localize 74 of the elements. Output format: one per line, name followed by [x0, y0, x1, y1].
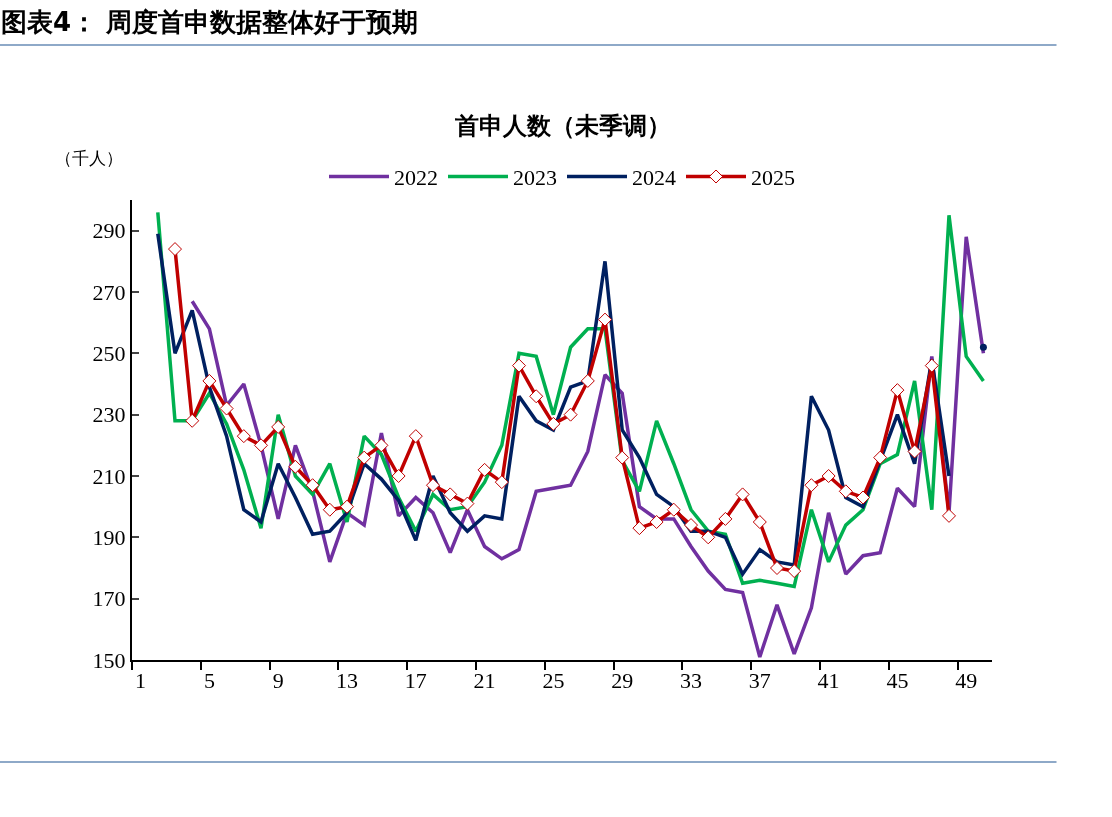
point	[942, 508, 956, 523]
x-tick-label: 25	[542, 668, 565, 694]
legend-label: 2022	[394, 165, 438, 191]
point	[477, 462, 492, 477]
y-tick-label: 250	[92, 341, 126, 367]
point	[529, 389, 544, 404]
point	[494, 475, 509, 490]
point	[701, 530, 716, 545]
x-tick-label: 37	[748, 668, 771, 694]
point	[907, 444, 922, 459]
chart-subtitle: 首申人数（未季调）	[454, 113, 671, 139]
point	[271, 419, 286, 434]
point	[735, 487, 750, 502]
point	[666, 502, 681, 517]
y-tick-label: 270	[92, 279, 126, 305]
point	[202, 373, 217, 388]
x-tick-label: 17	[404, 668, 427, 694]
x-tick-label: 21	[473, 668, 496, 694]
point	[718, 511, 733, 526]
point	[649, 515, 664, 529]
x-tick-label: 45	[886, 668, 909, 694]
point	[254, 438, 268, 453]
point	[684, 518, 698, 533]
point	[838, 484, 853, 499]
legend-label: 2023	[513, 165, 557, 191]
y-tick-label: 230	[92, 402, 126, 428]
point	[512, 358, 526, 373]
x-tick-label: 1	[135, 668, 147, 694]
y-tick-label: 290	[92, 218, 126, 244]
point	[873, 450, 888, 465]
y-axis-title: （千人）	[55, 149, 123, 168]
point	[580, 373, 595, 388]
point	[443, 487, 458, 502]
y-tick-label: 190	[92, 525, 126, 551]
point	[804, 478, 819, 493]
legend-label: 2025	[751, 165, 795, 191]
point	[391, 469, 406, 483]
point	[787, 564, 802, 579]
x-tick-label: 9	[272, 668, 284, 694]
point	[632, 521, 647, 536]
point	[288, 459, 303, 474]
point	[890, 383, 905, 398]
point	[185, 413, 200, 428]
y-tick-label: 150	[92, 647, 126, 673]
point	[374, 438, 389, 453]
point	[426, 478, 440, 493]
point	[563, 407, 578, 422]
point	[770, 561, 784, 575]
y-tick-label: 170	[92, 586, 126, 612]
x-tick-label: 49	[955, 668, 978, 694]
point	[598, 312, 612, 327]
x-tick-label: 41	[817, 668, 840, 694]
x-tick-label: 5	[203, 668, 215, 694]
point	[357, 450, 372, 465]
x-tick-label: 33	[680, 668, 702, 694]
point	[236, 429, 251, 444]
point	[546, 416, 561, 431]
point	[821, 469, 836, 483]
point	[408, 429, 423, 444]
point	[615, 450, 630, 465]
chart-title: 图表4： 周度首申数据整体好于预期	[1, 7, 419, 37]
point	[219, 401, 234, 416]
point	[752, 515, 767, 529]
point	[856, 490, 870, 505]
y-tick-label: 210	[92, 463, 126, 489]
point	[340, 499, 354, 514]
point	[305, 478, 320, 493]
point	[460, 496, 475, 511]
point	[322, 502, 337, 517]
x-tick-label: 29	[611, 668, 634, 694]
point	[924, 358, 939, 373]
point	[168, 242, 182, 257]
x-tick-label: 13	[336, 668, 358, 694]
legend-label: 2024	[632, 165, 676, 191]
